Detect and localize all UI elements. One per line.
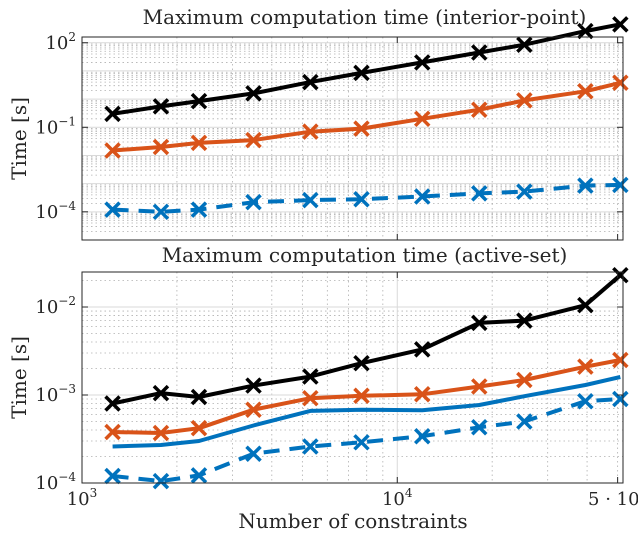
interior-point-plot: 102 10−1 10−4 Maximum computation time (int… (7, 5, 629, 241)
data-marker (471, 185, 488, 202)
data-marker (152, 98, 170, 115)
data-marker (516, 312, 533, 329)
data-marker (577, 83, 594, 100)
data-marker (245, 377, 262, 394)
y-axis-label: Time [s] (7, 336, 31, 419)
data-marker (104, 105, 121, 123)
y-axis-label: Time [s] (7, 97, 31, 180)
data-marker (104, 142, 121, 159)
data-marker (353, 120, 370, 137)
data-marker (190, 201, 208, 218)
data-marker (612, 74, 629, 92)
data-marker (413, 386, 431, 403)
data-marker (413, 110, 431, 128)
data-marker (516, 36, 533, 53)
data-marker (612, 390, 629, 408)
x-tick-label: 103 (67, 486, 98, 510)
data-marker (190, 467, 208, 484)
data-marker (471, 378, 488, 395)
data-marker (353, 434, 370, 451)
data-marker (152, 203, 170, 221)
series-line-black (112, 273, 622, 406)
data-marker (612, 266, 629, 284)
data-marker (353, 64, 370, 82)
data-marker (302, 123, 319, 140)
data-marker (245, 401, 262, 418)
data-marker (471, 419, 488, 436)
x-axis-label: Number of constraints (238, 509, 467, 533)
data-marker (152, 138, 170, 156)
data-marker (353, 354, 370, 372)
data-marker (471, 44, 488, 61)
series-line-orange (112, 80, 621, 153)
data-marker (471, 101, 488, 118)
data-marker (245, 85, 262, 102)
y-tick-label: 10−4 (35, 470, 76, 494)
data-marker (302, 73, 319, 91)
data-marker (104, 395, 121, 412)
plot-title: Maximum computation time (active-set) (162, 243, 568, 267)
data-marker (516, 92, 533, 109)
data-marker (516, 183, 533, 200)
axes-frame (81, 271, 624, 484)
data-marker (245, 445, 262, 462)
data-marker (152, 472, 170, 490)
data-marker (516, 371, 533, 389)
data-marker (190, 388, 208, 406)
data-marker (104, 201, 121, 218)
y-tick-label: 10−2 (35, 294, 76, 318)
data-marker (190, 134, 208, 152)
y-tick-label: 10−3 (35, 382, 76, 406)
data-marker (104, 467, 121, 485)
data-marker (190, 92, 208, 110)
data-marker (516, 413, 533, 430)
y-tick-label: 102 (45, 30, 76, 54)
data-marker (612, 176, 629, 194)
data-marker (413, 427, 431, 445)
data-marker (612, 351, 629, 369)
data-marker (152, 424, 170, 442)
data-marker (302, 368, 319, 385)
series-line-blue (112, 375, 621, 449)
data-marker (245, 131, 262, 149)
data-marker (413, 341, 431, 358)
data-marker (353, 387, 370, 405)
data-marker (577, 392, 594, 410)
y-tick-label: 10−1 (35, 114, 76, 138)
data-marker (471, 314, 488, 332)
data-marker (353, 190, 370, 208)
plot-title: Maximum computation time (interior-point… (143, 5, 587, 29)
data-marker (577, 22, 594, 40)
axes-frame (81, 36, 624, 241)
y-tick-label: 10−4 (35, 199, 76, 223)
x-tick-label: 104 (382, 486, 413, 510)
data-marker (190, 419, 208, 437)
data-marker (302, 191, 319, 209)
data-marker (245, 193, 262, 211)
x-tick-label: 5 · 104 (588, 486, 638, 510)
data-marker (152, 384, 170, 402)
data-marker (302, 389, 319, 407)
data-marker (577, 177, 594, 194)
data-marker (612, 16, 629, 33)
data-marker (302, 438, 319, 455)
data-marker (413, 188, 431, 205)
data-marker (577, 358, 594, 375)
data-marker (104, 423, 121, 441)
data-marker (577, 296, 594, 314)
data-marker (413, 54, 431, 71)
